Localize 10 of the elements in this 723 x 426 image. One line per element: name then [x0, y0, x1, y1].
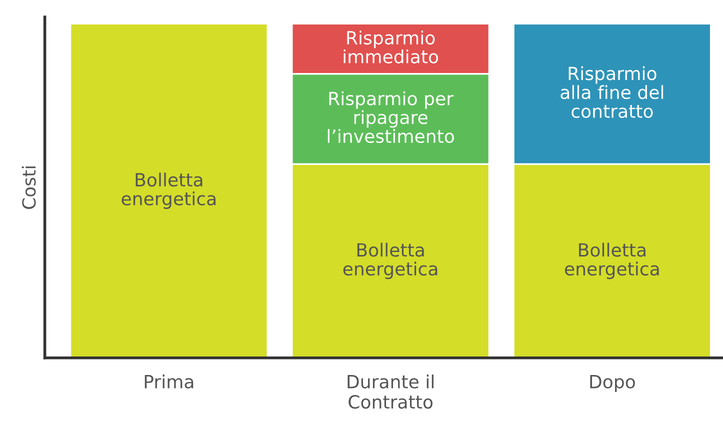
x-tick-label: Prima	[144, 374, 194, 388]
series-label: Bolletta energetica	[564, 242, 659, 280]
y-axis-title: Costi	[22, 166, 36, 210]
series-label: Risparmio immediato	[344, 30, 438, 64]
series-label: Risparmio alla fine del contratto	[560, 66, 664, 118]
x-tick-label: Dopo	[590, 375, 635, 392]
series-label: Risparmio per ripagare l’investimento	[328, 91, 454, 144]
x-tick-label: Durante il Contratto	[348, 374, 434, 409]
text: Bolletta energetica	[343, 242, 438, 280]
text: Bolletta energetica	[122, 172, 216, 209]
